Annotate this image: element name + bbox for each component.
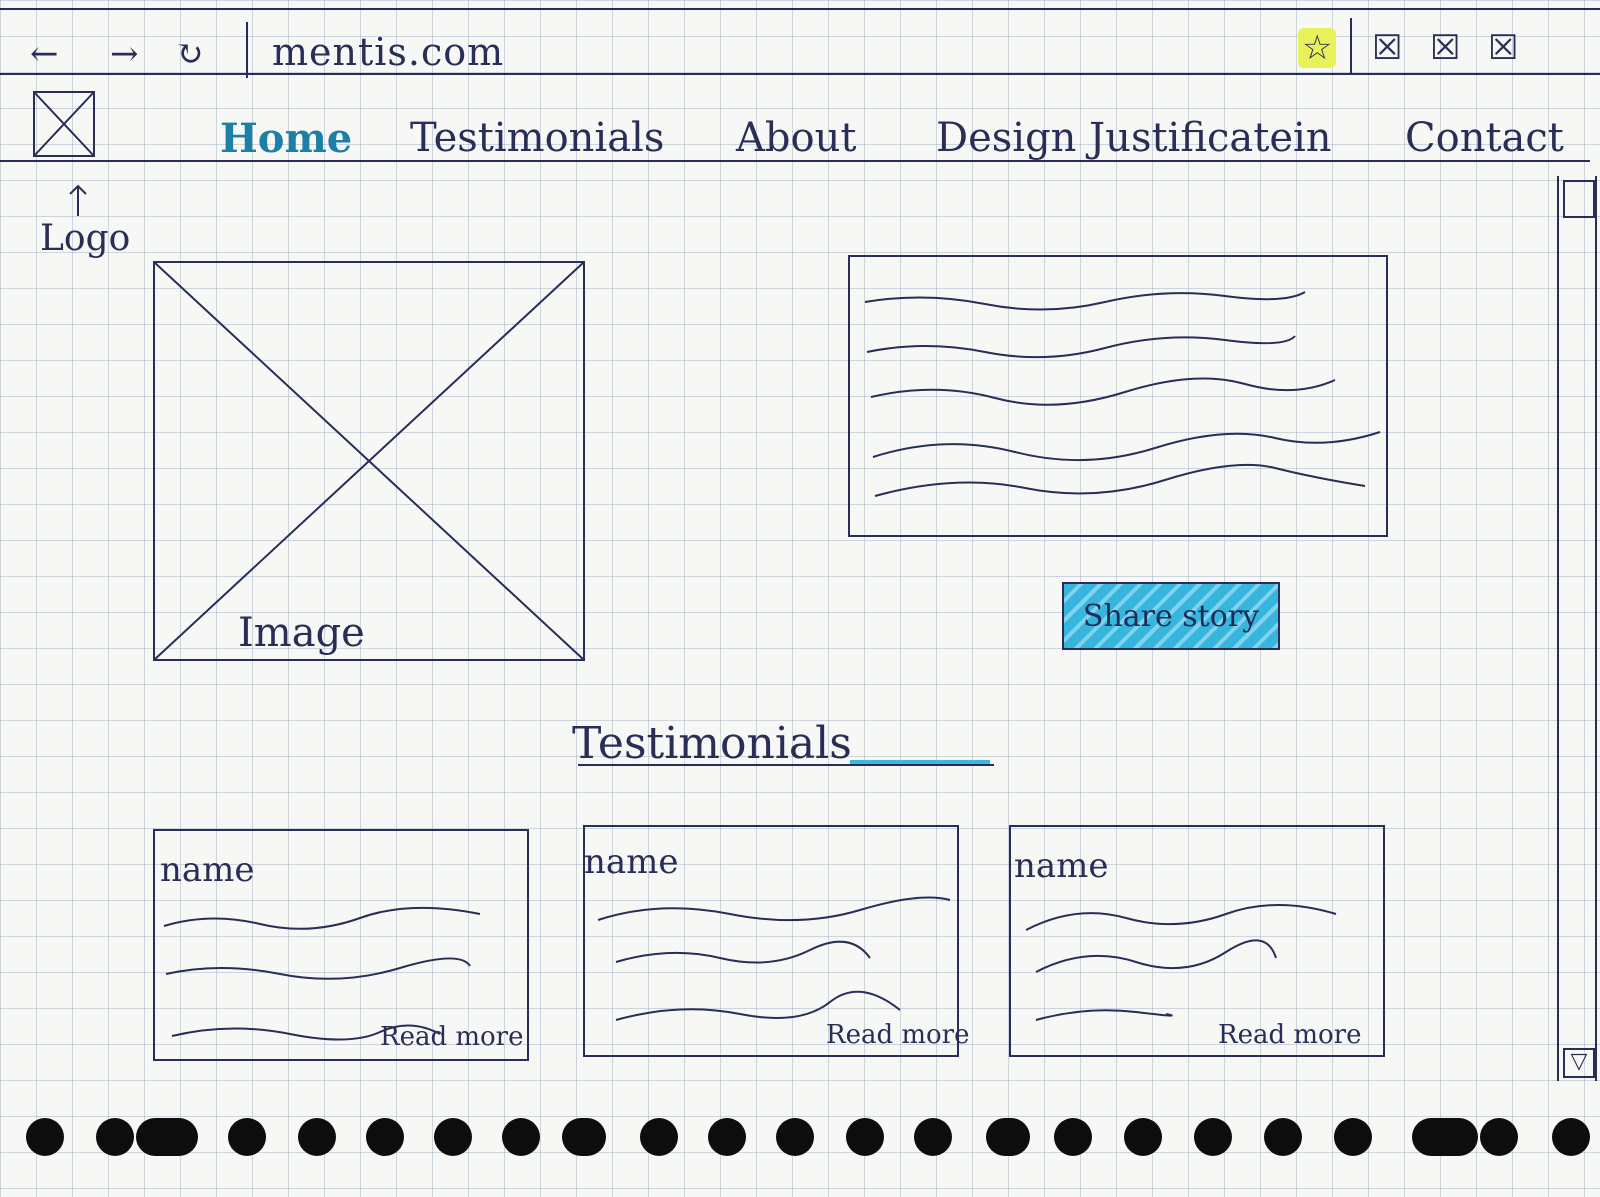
close-window-icon[interactable]: ☒ — [1488, 28, 1519, 68]
read-more-link[interactable]: Read more — [1218, 1020, 1362, 1050]
logo-icon[interactable] — [30, 88, 100, 160]
read-more-link[interactable]: Read more — [380, 1022, 524, 1052]
perforation-dot — [986, 1118, 1030, 1156]
testimonial-name: name — [160, 850, 255, 890]
hero-text-block — [848, 255, 1388, 537]
address-bar[interactable]: mentis.com — [272, 30, 505, 74]
nav-design-justification[interactable]: Design Justificatein — [936, 115, 1332, 161]
perforation-dot — [846, 1118, 884, 1156]
chrome-separator — [1350, 18, 1352, 74]
logo-caption: Logo — [40, 218, 131, 259]
perforation-dot — [136, 1118, 198, 1156]
perforation-dot — [228, 1118, 266, 1156]
nav-contact[interactable]: Contact — [1405, 115, 1564, 161]
testimonial-card — [153, 829, 529, 1061]
hero-image-label: Image — [238, 610, 365, 656]
perforation-dot — [1264, 1118, 1302, 1156]
perforation-dot — [96, 1118, 134, 1156]
minimize-window-icon[interactable]: ☒ — [1372, 28, 1403, 68]
perforation-dot — [708, 1118, 746, 1156]
read-more-link[interactable]: Read more — [826, 1020, 970, 1050]
url-separator — [246, 22, 248, 78]
perforation-dot — [502, 1118, 540, 1156]
testimonial-card — [1009, 825, 1385, 1057]
maximize-window-icon[interactable]: ☒ — [1430, 28, 1461, 68]
perforation-dot — [776, 1118, 814, 1156]
scrollbar-track[interactable] — [1557, 176, 1597, 1081]
scrollbar-thumb[interactable] — [1563, 180, 1595, 218]
perforation-dot — [1054, 1118, 1092, 1156]
perforation-dot — [366, 1118, 404, 1156]
scroll-down-arrow-icon[interactable]: ▽ — [1563, 1048, 1595, 1078]
testimonial-card — [583, 825, 959, 1057]
perforation-dot — [1552, 1118, 1590, 1156]
top-border — [0, 8, 1600, 10]
perforation-dot — [640, 1118, 678, 1156]
url-bar-border — [0, 73, 1600, 75]
nav-divider — [0, 160, 1590, 162]
testimonial-name: name — [1014, 846, 1109, 886]
testimonials-title: Testimonials — [572, 718, 852, 769]
nav-testimonials[interactable]: Testimonials — [410, 115, 665, 161]
perforation-dot — [562, 1118, 606, 1156]
perforation-dot — [434, 1118, 472, 1156]
perforation-dot — [914, 1118, 952, 1156]
arrow-up-icon — [69, 184, 87, 216]
perforation-dot — [1124, 1118, 1162, 1156]
bookmark-star-icon[interactable]: ☆ — [1298, 28, 1337, 68]
perforation-dot — [298, 1118, 336, 1156]
perforation-dot — [1194, 1118, 1232, 1156]
perforation-dot — [1480, 1118, 1518, 1156]
nav-about[interactable]: About — [736, 115, 857, 161]
nav-home[interactable]: Home — [220, 115, 353, 162]
testimonial-name: name — [584, 842, 679, 882]
hero-image-placeholder — [153, 261, 585, 661]
forward-button[interactable]: → — [110, 34, 139, 74]
title-underline-accent — [850, 760, 990, 764]
perforation-dot — [1334, 1118, 1372, 1156]
share-story-button[interactable]: Share story — [1062, 582, 1280, 650]
title-underline — [578, 764, 994, 766]
perforation-dot — [1412, 1118, 1478, 1156]
reload-button[interactable]: ↻ — [175, 34, 204, 74]
perforation-dot — [26, 1118, 64, 1156]
back-button[interactable]: ← — [30, 34, 59, 74]
